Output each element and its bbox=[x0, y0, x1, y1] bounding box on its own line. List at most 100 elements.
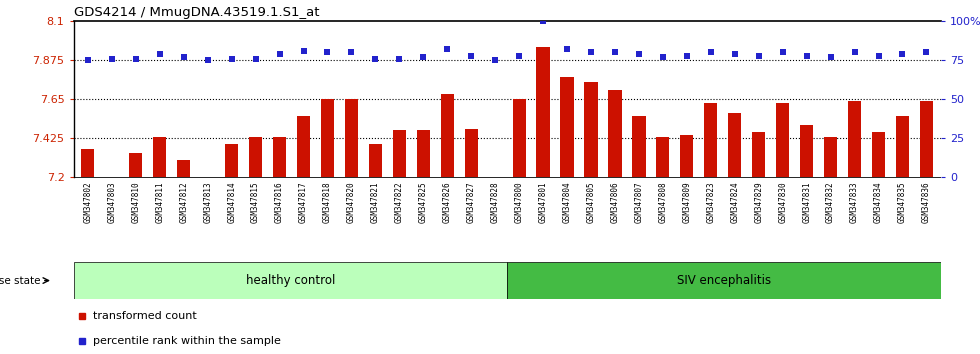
Point bbox=[560, 46, 575, 52]
Text: GSM347808: GSM347808 bbox=[659, 181, 667, 223]
Bar bbox=[536, 47, 550, 177]
Text: GSM347823: GSM347823 bbox=[707, 181, 715, 223]
Text: GSM347836: GSM347836 bbox=[922, 181, 931, 223]
Bar bbox=[705, 103, 717, 177]
Bar bbox=[393, 130, 406, 177]
Text: GSM347815: GSM347815 bbox=[251, 181, 260, 223]
Point bbox=[608, 50, 623, 55]
Point bbox=[847, 50, 862, 55]
Bar bbox=[800, 125, 813, 177]
Point bbox=[655, 54, 670, 60]
Bar bbox=[609, 91, 621, 177]
Bar bbox=[776, 103, 789, 177]
Bar bbox=[632, 116, 646, 177]
Point bbox=[128, 56, 144, 62]
Point bbox=[583, 50, 599, 55]
Point bbox=[631, 51, 647, 57]
Point bbox=[703, 50, 718, 55]
Bar bbox=[297, 116, 310, 177]
Point bbox=[823, 54, 839, 60]
Bar bbox=[465, 129, 478, 177]
Bar bbox=[81, 149, 94, 177]
Text: GSM347803: GSM347803 bbox=[108, 181, 117, 223]
Bar bbox=[657, 137, 669, 177]
Text: transformed count: transformed count bbox=[92, 311, 196, 321]
Bar bbox=[872, 132, 885, 177]
Text: GSM347834: GSM347834 bbox=[874, 181, 883, 223]
Point bbox=[104, 56, 120, 62]
Bar bbox=[752, 132, 765, 177]
Point bbox=[870, 53, 886, 58]
Text: GSM347813: GSM347813 bbox=[203, 181, 212, 223]
Point bbox=[799, 53, 814, 58]
Bar bbox=[74, 262, 508, 299]
Text: disease state: disease state bbox=[0, 275, 40, 286]
Bar bbox=[561, 76, 573, 177]
Text: GSM347804: GSM347804 bbox=[563, 181, 571, 223]
Bar bbox=[249, 137, 263, 177]
Bar bbox=[513, 99, 525, 177]
Text: GSM347805: GSM347805 bbox=[586, 181, 596, 223]
Point bbox=[80, 57, 96, 63]
Point bbox=[918, 50, 934, 55]
Text: GSM347806: GSM347806 bbox=[611, 181, 619, 223]
Point bbox=[727, 51, 743, 57]
Point bbox=[512, 53, 527, 58]
Point bbox=[416, 54, 431, 60]
Text: GSM347821: GSM347821 bbox=[370, 181, 380, 223]
Text: GSM347825: GSM347825 bbox=[418, 181, 428, 223]
Point bbox=[775, 50, 791, 55]
Text: GSM347829: GSM347829 bbox=[755, 181, 763, 223]
Bar bbox=[920, 101, 933, 177]
Bar bbox=[273, 137, 286, 177]
Text: GSM347833: GSM347833 bbox=[850, 181, 859, 223]
Text: GSM347807: GSM347807 bbox=[634, 181, 644, 223]
Point bbox=[223, 56, 239, 62]
Text: SIV encephalitis: SIV encephalitis bbox=[677, 274, 771, 287]
Text: GSM347822: GSM347822 bbox=[395, 181, 404, 223]
Point bbox=[439, 46, 455, 52]
Bar bbox=[848, 101, 861, 177]
Point bbox=[271, 51, 287, 57]
Text: GSM347820: GSM347820 bbox=[347, 181, 356, 223]
Bar bbox=[225, 144, 238, 177]
Text: GSM347824: GSM347824 bbox=[730, 181, 739, 223]
Text: GSM347811: GSM347811 bbox=[155, 181, 165, 223]
Text: GSM347817: GSM347817 bbox=[299, 181, 308, 223]
Text: healthy control: healthy control bbox=[246, 274, 335, 287]
Point bbox=[344, 50, 360, 55]
Text: GSM347801: GSM347801 bbox=[539, 181, 548, 223]
Bar bbox=[896, 116, 909, 177]
Point bbox=[296, 48, 312, 54]
Bar bbox=[441, 94, 454, 177]
Bar bbox=[728, 113, 741, 177]
Text: GSM347835: GSM347835 bbox=[898, 181, 907, 223]
Text: GSM347810: GSM347810 bbox=[131, 181, 140, 223]
Bar bbox=[345, 99, 358, 177]
Text: GSM347828: GSM347828 bbox=[491, 181, 500, 223]
Text: percentile rank within the sample: percentile rank within the sample bbox=[92, 336, 280, 346]
Point bbox=[487, 57, 503, 63]
Text: GDS4214 / MmugDNA.43519.1.S1_at: GDS4214 / MmugDNA.43519.1.S1_at bbox=[74, 6, 319, 19]
Text: GSM347809: GSM347809 bbox=[682, 181, 691, 223]
Point bbox=[464, 53, 479, 58]
Bar bbox=[508, 262, 941, 299]
Bar bbox=[584, 82, 598, 177]
Text: GSM347832: GSM347832 bbox=[826, 181, 835, 223]
Text: GSM347830: GSM347830 bbox=[778, 181, 787, 223]
Point bbox=[679, 53, 695, 58]
Point bbox=[751, 53, 766, 58]
Point bbox=[200, 57, 216, 63]
Bar bbox=[129, 153, 142, 177]
Text: GSM347800: GSM347800 bbox=[514, 181, 523, 223]
Text: GSM347816: GSM347816 bbox=[275, 181, 284, 223]
Text: GSM347814: GSM347814 bbox=[227, 181, 236, 223]
Text: GSM347831: GSM347831 bbox=[803, 181, 811, 223]
Point bbox=[535, 18, 551, 24]
Bar bbox=[320, 99, 334, 177]
Text: GSM347826: GSM347826 bbox=[443, 181, 452, 223]
Point bbox=[152, 51, 168, 57]
Point bbox=[391, 56, 407, 62]
Point bbox=[895, 51, 910, 57]
Point bbox=[175, 54, 191, 60]
